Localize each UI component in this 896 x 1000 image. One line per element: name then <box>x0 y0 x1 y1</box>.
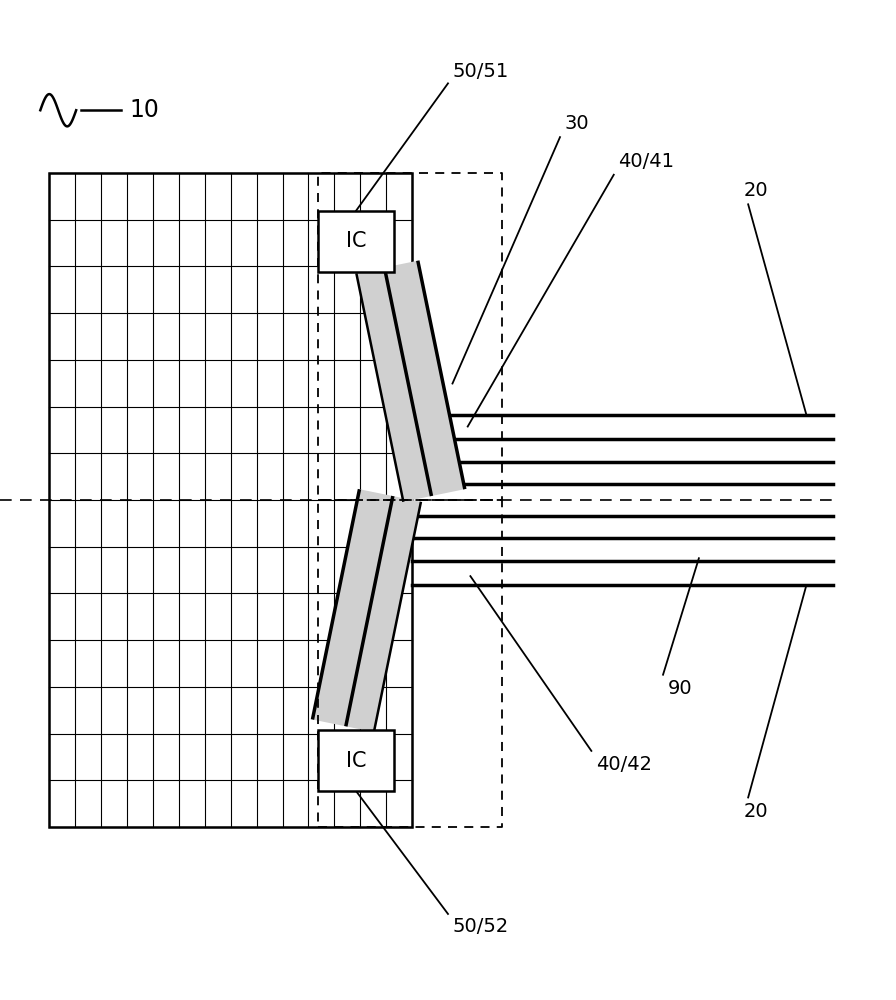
Text: 10: 10 <box>130 98 159 122</box>
Text: 40/42: 40/42 <box>596 755 652 774</box>
Polygon shape <box>313 489 392 726</box>
Text: 40/41: 40/41 <box>618 152 675 171</box>
Polygon shape <box>318 730 394 791</box>
Text: IC: IC <box>346 231 366 251</box>
Text: 20: 20 <box>744 802 768 821</box>
Polygon shape <box>346 496 421 732</box>
Polygon shape <box>384 261 465 496</box>
Polygon shape <box>49 173 412 827</box>
Text: 50/52: 50/52 <box>452 917 509 936</box>
Text: 20: 20 <box>744 181 768 200</box>
Polygon shape <box>318 211 394 272</box>
Text: IC: IC <box>346 751 366 771</box>
Polygon shape <box>357 268 432 502</box>
Text: 30: 30 <box>564 114 589 133</box>
Text: 90: 90 <box>668 679 692 698</box>
Text: 50/51: 50/51 <box>452 62 509 81</box>
